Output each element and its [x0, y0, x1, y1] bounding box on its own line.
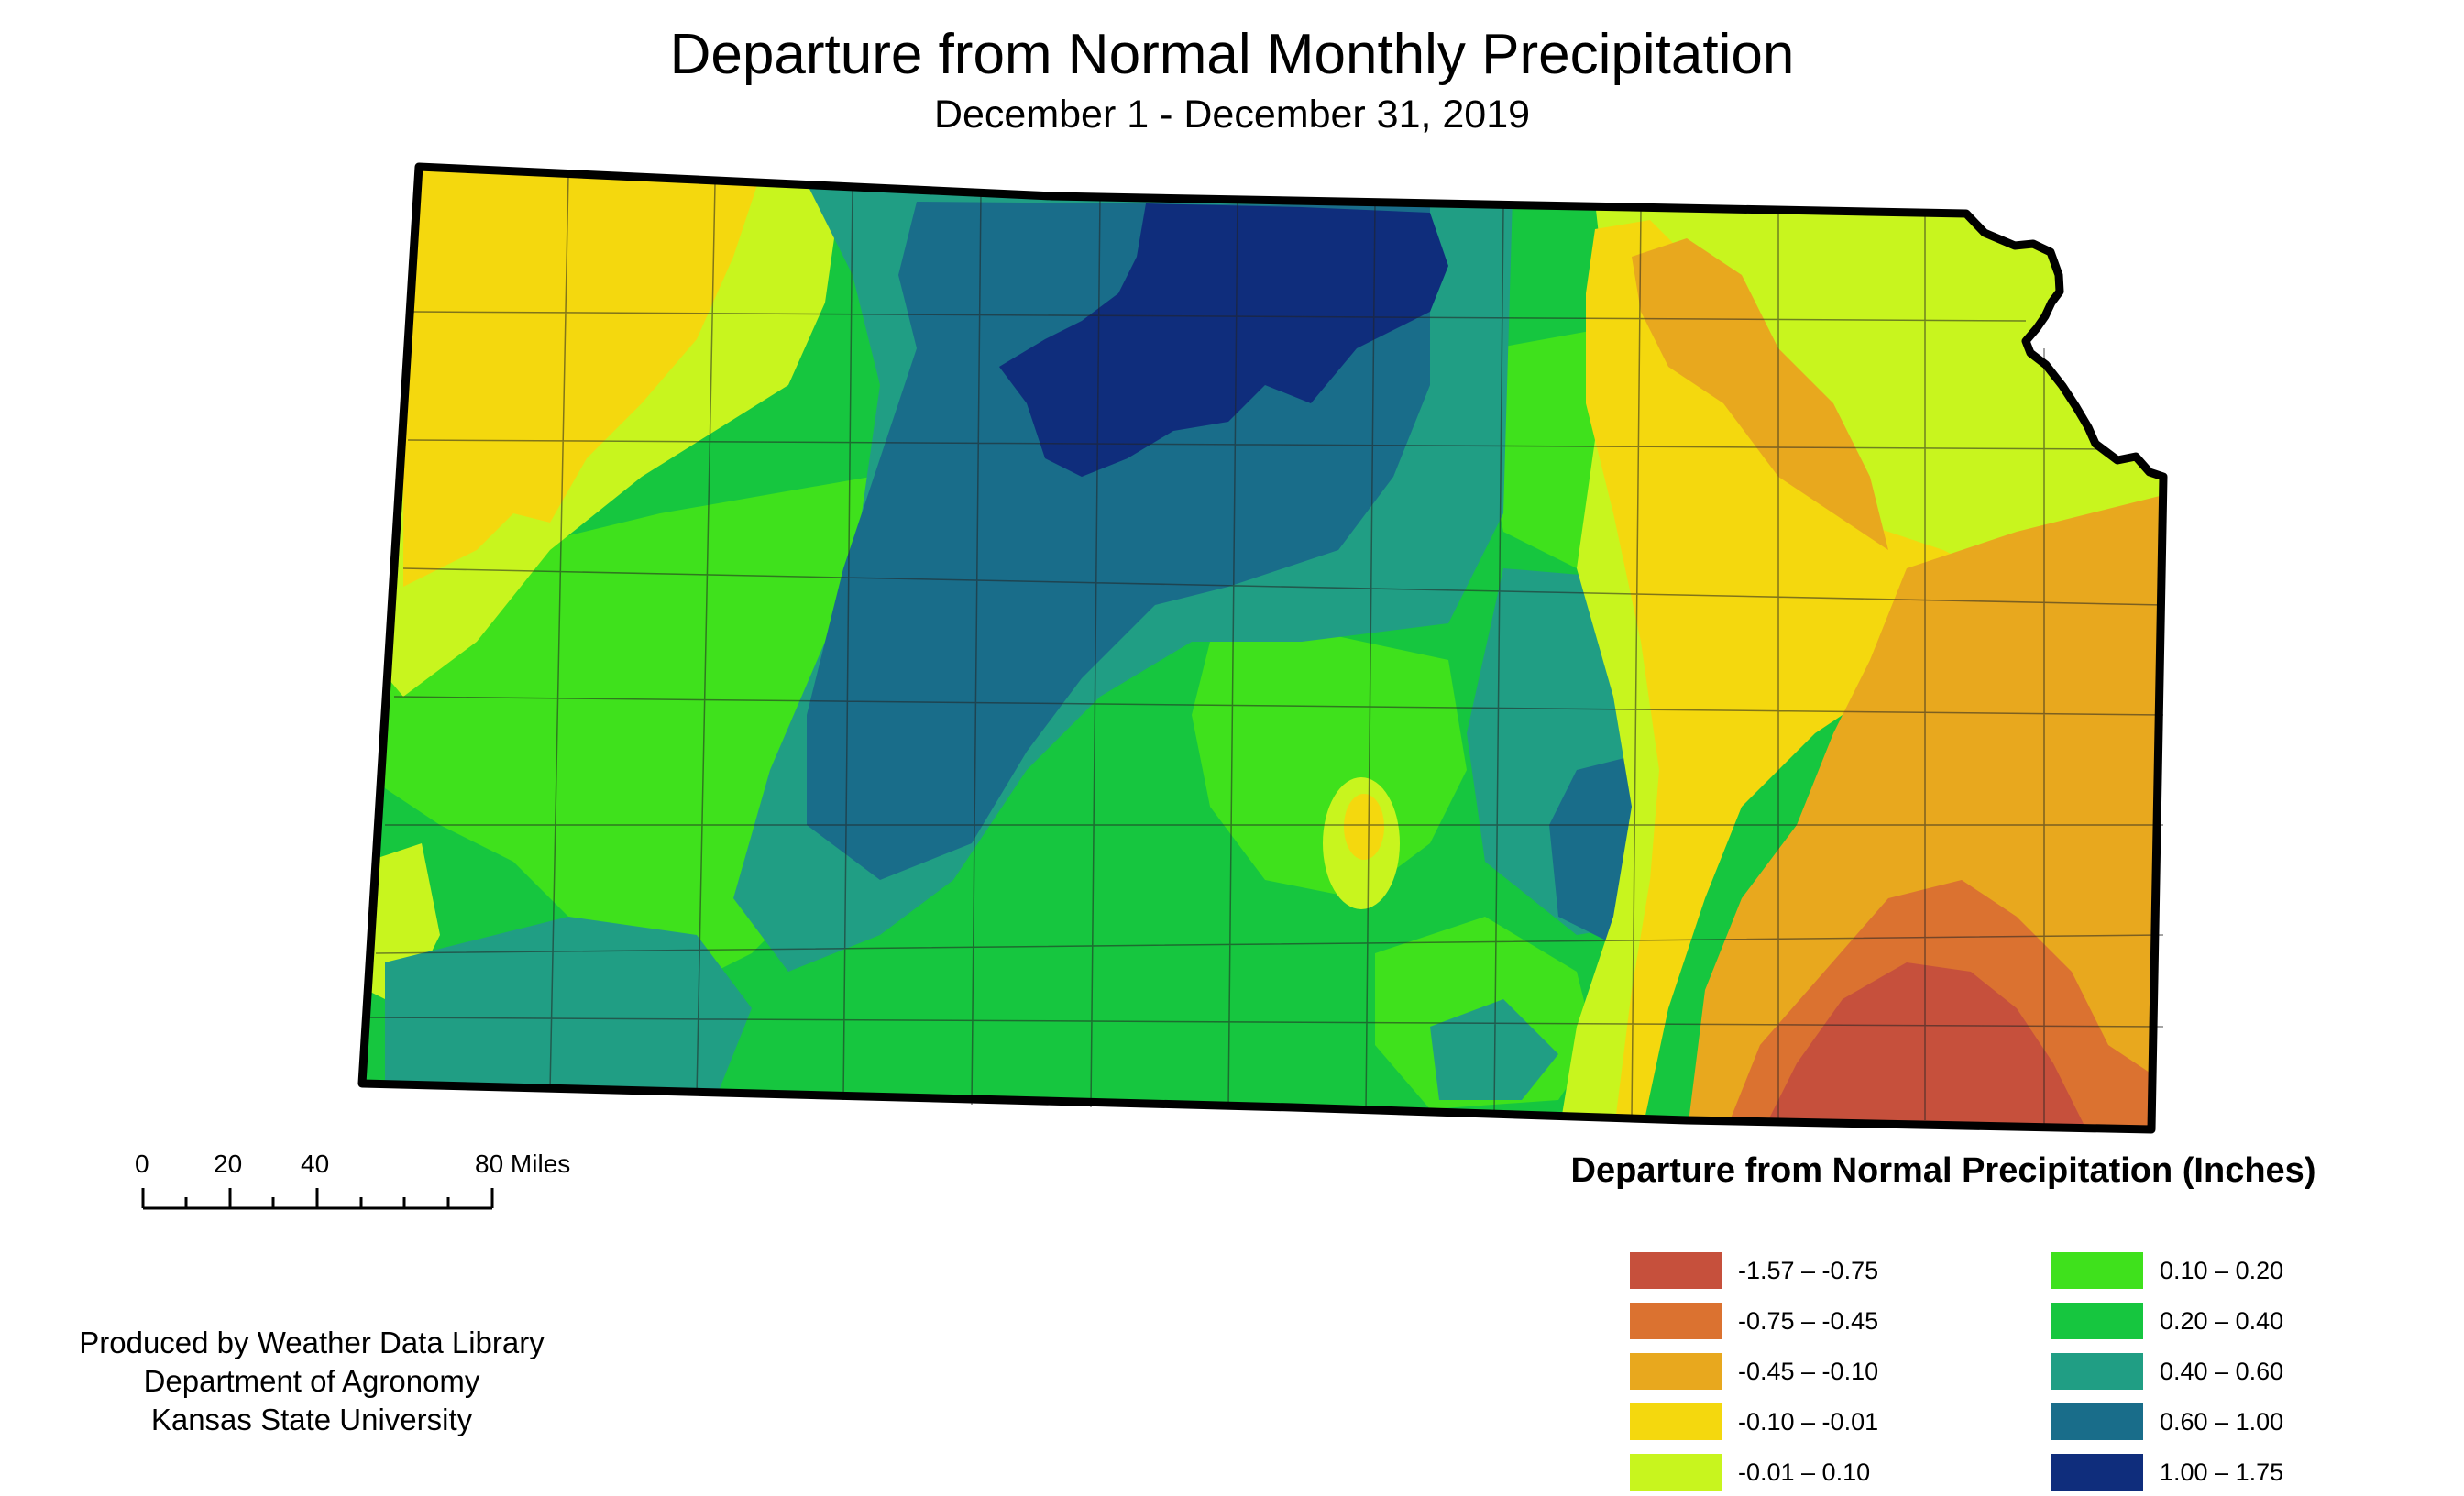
legend-swatch — [2052, 1353, 2143, 1390]
region-1-00-1-75 — [999, 204, 1448, 477]
scale-bar — [141, 1188, 494, 1210]
legend-swatch — [1630, 1454, 1722, 1490]
region-slightly-dry-northwest — [403, 167, 761, 587]
region-moderate-dry-northeast — [1632, 238, 1888, 550]
legend-swatch — [2052, 1303, 2143, 1339]
region-0-40-0-60-west — [385, 917, 752, 1100]
credit-line-3: Kansas State University — [150, 1402, 473, 1436]
map-title: Departure from Normal Monthly Precipitat… — [669, 23, 1795, 86]
legend-swatch — [2052, 1403, 2143, 1440]
map-subtitle: December 1 - December 31, 2019 — [933, 93, 1531, 137]
scale-label-80-miles: 80 Miles — [475, 1150, 571, 1178]
legend-label: -0.01 – 0.10 — [1738, 1458, 1871, 1486]
scale-label-0: 0 — [135, 1150, 149, 1178]
legend-label: 1.00 – 1.75 — [2160, 1458, 2284, 1486]
legend-label: 0.10 – 0.20 — [2160, 1257, 2284, 1284]
credits-block: Produced by Weather Data Library Departm… — [37, 1324, 587, 1439]
legend-label: -1.57 – -0.75 — [1738, 1257, 1879, 1284]
credit-line-1: Produced by Weather Data Library — [79, 1326, 544, 1359]
legend-swatch — [1630, 1303, 1722, 1339]
legend-label: 0.20 – 0.40 — [2160, 1307, 2284, 1335]
legend-swatch — [1630, 1403, 1722, 1440]
legend-swatch — [1630, 1353, 1722, 1390]
kansas-state-border — [358, 162, 2168, 1134]
legend-swatch — [2052, 1252, 2143, 1289]
legend-label: 0.60 – 1.00 — [2160, 1408, 2284, 1436]
legend-label: -0.10 – -0.01 — [1738, 1408, 1879, 1436]
legend-label: -0.45 – -0.10 — [1738, 1358, 1879, 1385]
region-slightly-dry-central-spot — [1344, 794, 1384, 860]
scale-label-20: 20 — [214, 1150, 243, 1178]
legend-label: 0.40 – 0.60 — [2160, 1358, 2284, 1385]
legend-swatch — [1630, 1252, 1722, 1289]
scale-label-40: 40 — [301, 1150, 330, 1178]
county-boundaries — [366, 173, 2164, 1124]
legend-label: -0.75 – -0.45 — [1738, 1307, 1879, 1335]
credit-line-2: Department of Agronomy — [143, 1364, 480, 1398]
legend-title: Departure from Normal Precipitation (Inc… — [1570, 1151, 2316, 1190]
legend-swatch — [2052, 1454, 2143, 1490]
region-slightly-dry-east — [1586, 220, 2017, 1129]
